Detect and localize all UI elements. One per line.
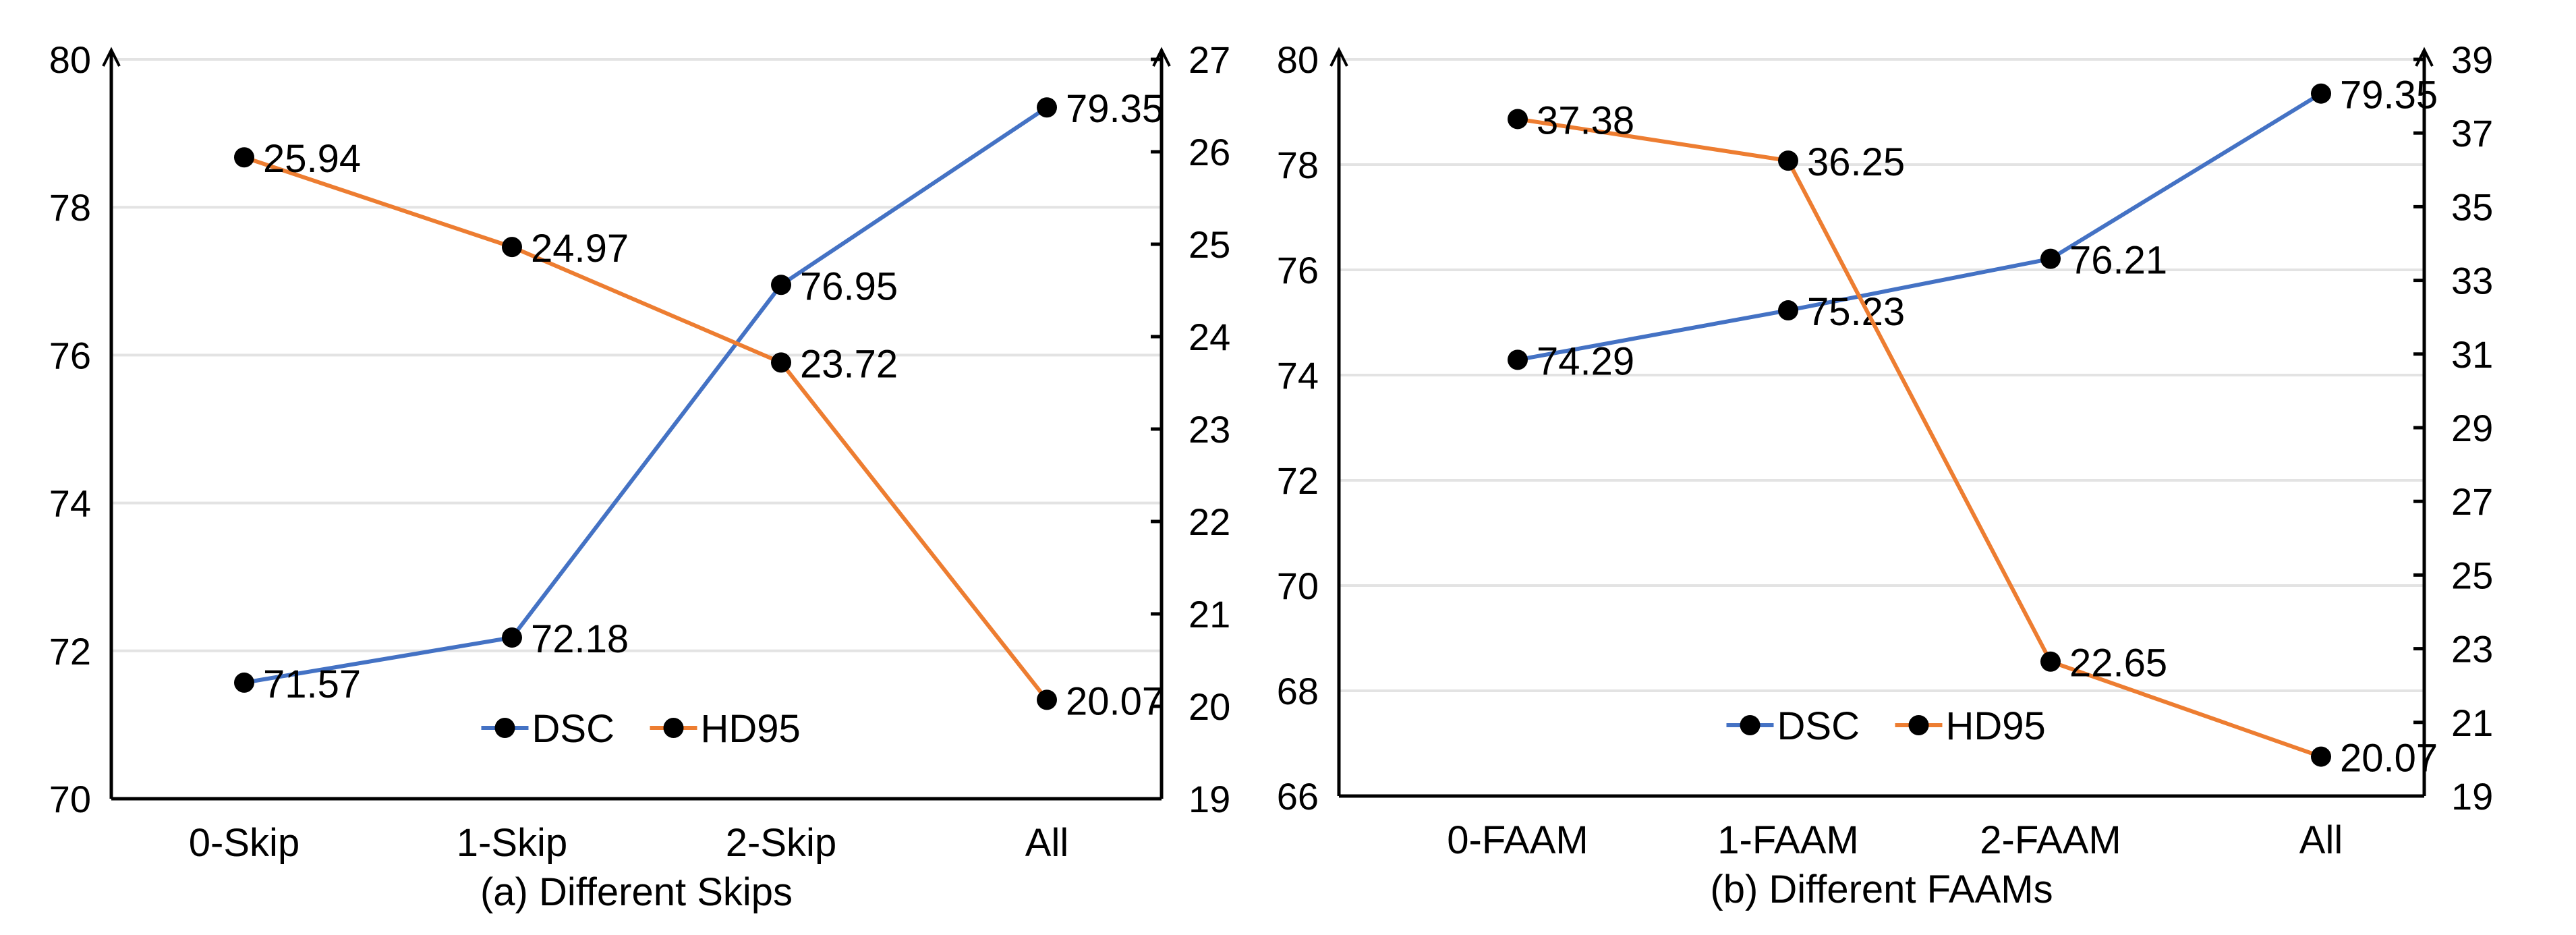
data-label: 24.97 xyxy=(531,227,629,271)
left-tick-label: 72 xyxy=(49,630,91,673)
left-tick-label: 76 xyxy=(1277,249,1319,291)
data-point xyxy=(502,237,522,258)
data-point xyxy=(771,352,791,373)
data-label: 36.25 xyxy=(1807,140,1905,184)
chart-title: (a) Different Skips xyxy=(480,870,793,914)
right-tick-label: 25 xyxy=(1189,223,1230,266)
data-label: 75.23 xyxy=(1807,290,1905,334)
x-tick-label: 2-FAAM xyxy=(1980,818,2121,862)
right-tick-label: 27 xyxy=(2451,480,2493,523)
right-tick-label: 37 xyxy=(2451,112,2493,154)
data-point xyxy=(1778,150,1798,171)
data-label: 72.18 xyxy=(531,617,629,661)
x-tick-label: 0-FAAM xyxy=(1447,818,1588,862)
legend-marker xyxy=(1740,715,1761,735)
data-label: 20.07 xyxy=(2340,737,2438,781)
right-tick-label: 26 xyxy=(1189,131,1230,173)
data-label: 22.65 xyxy=(2069,642,2167,685)
left-tick-label: 70 xyxy=(49,778,91,820)
left-tick-label: 66 xyxy=(1277,775,1319,818)
right-tick-label: 31 xyxy=(2451,333,2493,376)
data-point xyxy=(2040,248,2061,269)
data-point xyxy=(1037,97,1057,118)
legend-label: DSC xyxy=(1777,704,1860,748)
left-tick-label: 72 xyxy=(1277,459,1319,502)
x-tick-label: 1-Skip xyxy=(457,821,567,865)
right-tick-label: 19 xyxy=(1189,778,1230,820)
chart-panel-1: 66 68 70 72 74 76 78 80 19 21 23 25 27 29 31 33 35 37 39 0-… xyxy=(1277,38,2494,911)
chart-panel-0: 70 72 74 76 78 80 19 20 21 22 23 24 25 26 27 0-Skip 1-Sk… xyxy=(49,38,1231,914)
data-point xyxy=(2311,83,2331,104)
data-label: 37.38 xyxy=(1537,98,1634,142)
axis-arrow-icon xyxy=(1329,47,1348,67)
axis-arrow-icon xyxy=(102,47,121,67)
data-point xyxy=(2311,746,2331,767)
series-line-hd95 xyxy=(244,155,1049,702)
chart-title: (b) Different FAAMs xyxy=(1710,868,2053,911)
left-tick-label: 80 xyxy=(1277,38,1319,81)
legend-marker xyxy=(494,718,515,738)
data-point xyxy=(1508,349,1528,370)
right-tick-label: 39 xyxy=(2451,38,2493,81)
left-tick-label: 68 xyxy=(1277,670,1319,712)
legend-label: HD95 xyxy=(701,707,801,751)
left-tick-label: 74 xyxy=(1277,354,1319,397)
x-tick-label: 1-FAAM xyxy=(1717,818,1859,862)
left-tick-label: 70 xyxy=(1277,565,1319,607)
right-tick-label: 20 xyxy=(1189,685,1230,728)
left-tick-label: 74 xyxy=(49,482,91,525)
data-point xyxy=(771,275,791,295)
data-label: 71.57 xyxy=(263,662,361,706)
data-label: 23.72 xyxy=(800,342,898,386)
data-label: 76.21 xyxy=(2069,239,2167,283)
data-label: 76.95 xyxy=(800,264,898,308)
right-tick-label: 29 xyxy=(2451,407,2493,449)
data-label: 79.35 xyxy=(1066,87,1164,131)
legend-label: HD95 xyxy=(1946,704,2046,748)
right-tick-label: 22 xyxy=(1189,501,1230,543)
left-tick-label: 80 xyxy=(49,38,91,81)
data-label: 79.35 xyxy=(2340,74,2438,117)
data-point xyxy=(234,672,254,693)
right-tick-label: 27 xyxy=(1189,38,1230,81)
x-tick-label: 2-Skip xyxy=(726,821,836,865)
data-label: 74.29 xyxy=(1537,339,1634,383)
data-point xyxy=(1508,109,1528,130)
data-label: 20.07 xyxy=(1066,679,1164,723)
right-tick-label: 21 xyxy=(2451,702,2493,744)
data-point xyxy=(1037,689,1057,710)
legend-label: DSC xyxy=(532,707,614,751)
data-point xyxy=(502,627,522,648)
data-point xyxy=(2040,651,2061,672)
data-point xyxy=(1778,300,1798,321)
left-tick-label: 78 xyxy=(49,186,91,229)
left-tick-label: 78 xyxy=(1277,144,1319,186)
right-tick-label: 24 xyxy=(1189,316,1230,358)
x-tick-label: All xyxy=(1025,821,1068,865)
series-line-dsc xyxy=(1517,92,2322,362)
right-tick-label: 25 xyxy=(2451,554,2493,596)
legend-marker xyxy=(1908,715,1929,735)
data-label: 25.94 xyxy=(263,137,361,181)
data-point xyxy=(234,147,254,168)
axis-arrow-icon xyxy=(2415,47,2434,67)
axis-arrow-icon xyxy=(1152,47,1171,67)
right-tick-label: 33 xyxy=(2451,260,2493,302)
x-tick-label: 0-Skip xyxy=(189,821,299,865)
series-line-hd95 xyxy=(1517,117,2322,759)
legend-marker xyxy=(663,718,684,738)
right-tick-label: 19 xyxy=(2451,775,2493,818)
right-tick-label: 23 xyxy=(1189,408,1230,451)
right-tick-label: 21 xyxy=(1189,593,1230,635)
series-line-dsc xyxy=(244,105,1048,685)
right-tick-label: 23 xyxy=(2451,628,2493,671)
x-tick-label: All xyxy=(2299,818,2343,862)
right-tick-label: 35 xyxy=(2451,186,2493,228)
left-tick-label: 76 xyxy=(49,334,91,376)
